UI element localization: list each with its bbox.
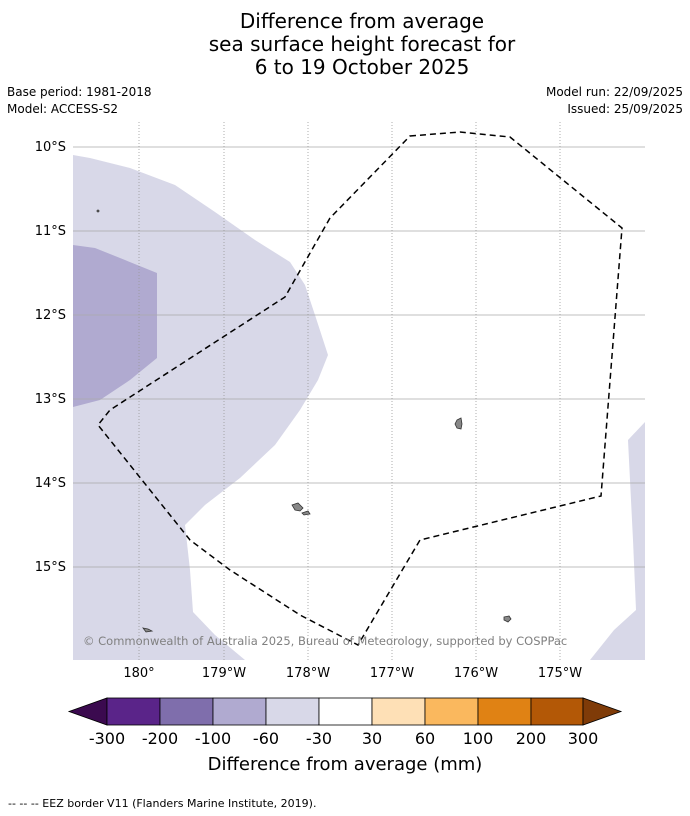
eez-legend: -- -- -- EEZ border V11 (Flanders Marine…	[8, 797, 317, 810]
colorbar-tick-10: 300	[568, 729, 599, 748]
lat-label-13s: 13°S	[35, 392, 66, 407]
colorbar-tick-1: -300	[89, 729, 125, 748]
gridlines	[73, 146, 645, 568]
lon-label-179w: 179°W	[202, 666, 246, 681]
model-name: Model: ACCESS-S2	[7, 102, 119, 116]
model-run: Model run: 22/09/2025	[545, 85, 683, 99]
lat-label-10s: 10°S	[35, 140, 66, 155]
island-nukufetau	[291, 502, 304, 512]
islet-northwest	[96, 209, 100, 213]
colorbar-bin-7	[424, 697, 479, 726]
map-title: Difference from average sea surface heig…	[0, 10, 690, 79]
base-period: Base period: 1981-2018	[7, 85, 152, 99]
colorbar-under-arrow	[67, 697, 108, 726]
colorbar-tick-8: 100	[463, 729, 494, 748]
meta-left: Base period: 1981-2018 Model: ACCESS-S2	[7, 84, 152, 118]
lat-label-15s: 15°S	[35, 560, 66, 575]
land	[96, 209, 512, 633]
anomaly-region-medium-west	[73, 245, 157, 407]
title-line-1: Difference from average	[239, 9, 485, 33]
colorbar	[67, 697, 623, 726]
colorbar-tick-2: -200	[142, 729, 178, 748]
colorbar-bin-1	[106, 697, 161, 726]
lon-label-178w: 178°W	[286, 666, 330, 681]
colorbar-bin-4	[265, 697, 320, 726]
latitude-labels: 10°S 11°S 12°S 13°S 14°S 15°S	[35, 140, 66, 575]
colorbar-bin-8	[477, 697, 532, 726]
eez-border	[97, 131, 623, 646]
colorbar-bin-5	[318, 697, 373, 726]
colorbar-tick-5: -30	[306, 729, 332, 748]
colorbar-bin-3	[212, 697, 267, 726]
lon-label-180: 180°	[123, 666, 154, 681]
lat-label-11s: 11°S	[35, 224, 66, 239]
island-funafuti	[301, 510, 311, 516]
island-southeast	[503, 615, 512, 623]
island-niulakita	[454, 417, 463, 430]
anomaly-region-light-east	[590, 422, 645, 660]
lon-label-176w: 176°W	[454, 666, 498, 681]
colorbar-bin-2	[159, 697, 214, 726]
title-line-2: sea surface height forecast for	[208, 32, 516, 56]
lon-label-175w: 175°W	[538, 666, 582, 681]
lon-label-177w: 177°W	[370, 666, 414, 681]
lat-label-12s: 12°S	[35, 308, 66, 323]
colorbar-bin-6	[371, 697, 426, 726]
meta-right: Model run: 22/09/2025 Issued: 25/09/2025	[546, 84, 683, 118]
colorbar-tick-6: 30	[362, 729, 382, 748]
title-line-3: 6 to 19 October 2025	[254, 55, 470, 79]
longitude-labels: 180° 179°W 178°W 177°W 176°W 175°W	[123, 666, 582, 681]
colorbar-tick-4: -60	[253, 729, 279, 748]
colorbar-tick-3: -100	[195, 729, 231, 748]
colorbar-ticks: -300 -200 -100 -60 -30 30 60 100 200 300	[89, 729, 598, 748]
issued-date: Issued: 25/09/2025	[567, 102, 683, 116]
map-figure: 10°S 11°S 12°S 13°S 14°S 15°S 180° 179°W…	[35, 122, 645, 775]
colorbar-label: Difference from average (mm)	[208, 754, 483, 775]
colorbar-bin-9	[530, 697, 584, 726]
colorbar-tick-7: 60	[415, 729, 435, 748]
island-southwest	[142, 627, 154, 633]
colorbar-over-arrow	[582, 697, 623, 726]
lat-label-14s: 14°S	[35, 476, 66, 491]
copyright-notice: © Commonwealth of Australia 2025, Bureau…	[83, 634, 567, 648]
colorbar-tick-9: 200	[516, 729, 547, 748]
